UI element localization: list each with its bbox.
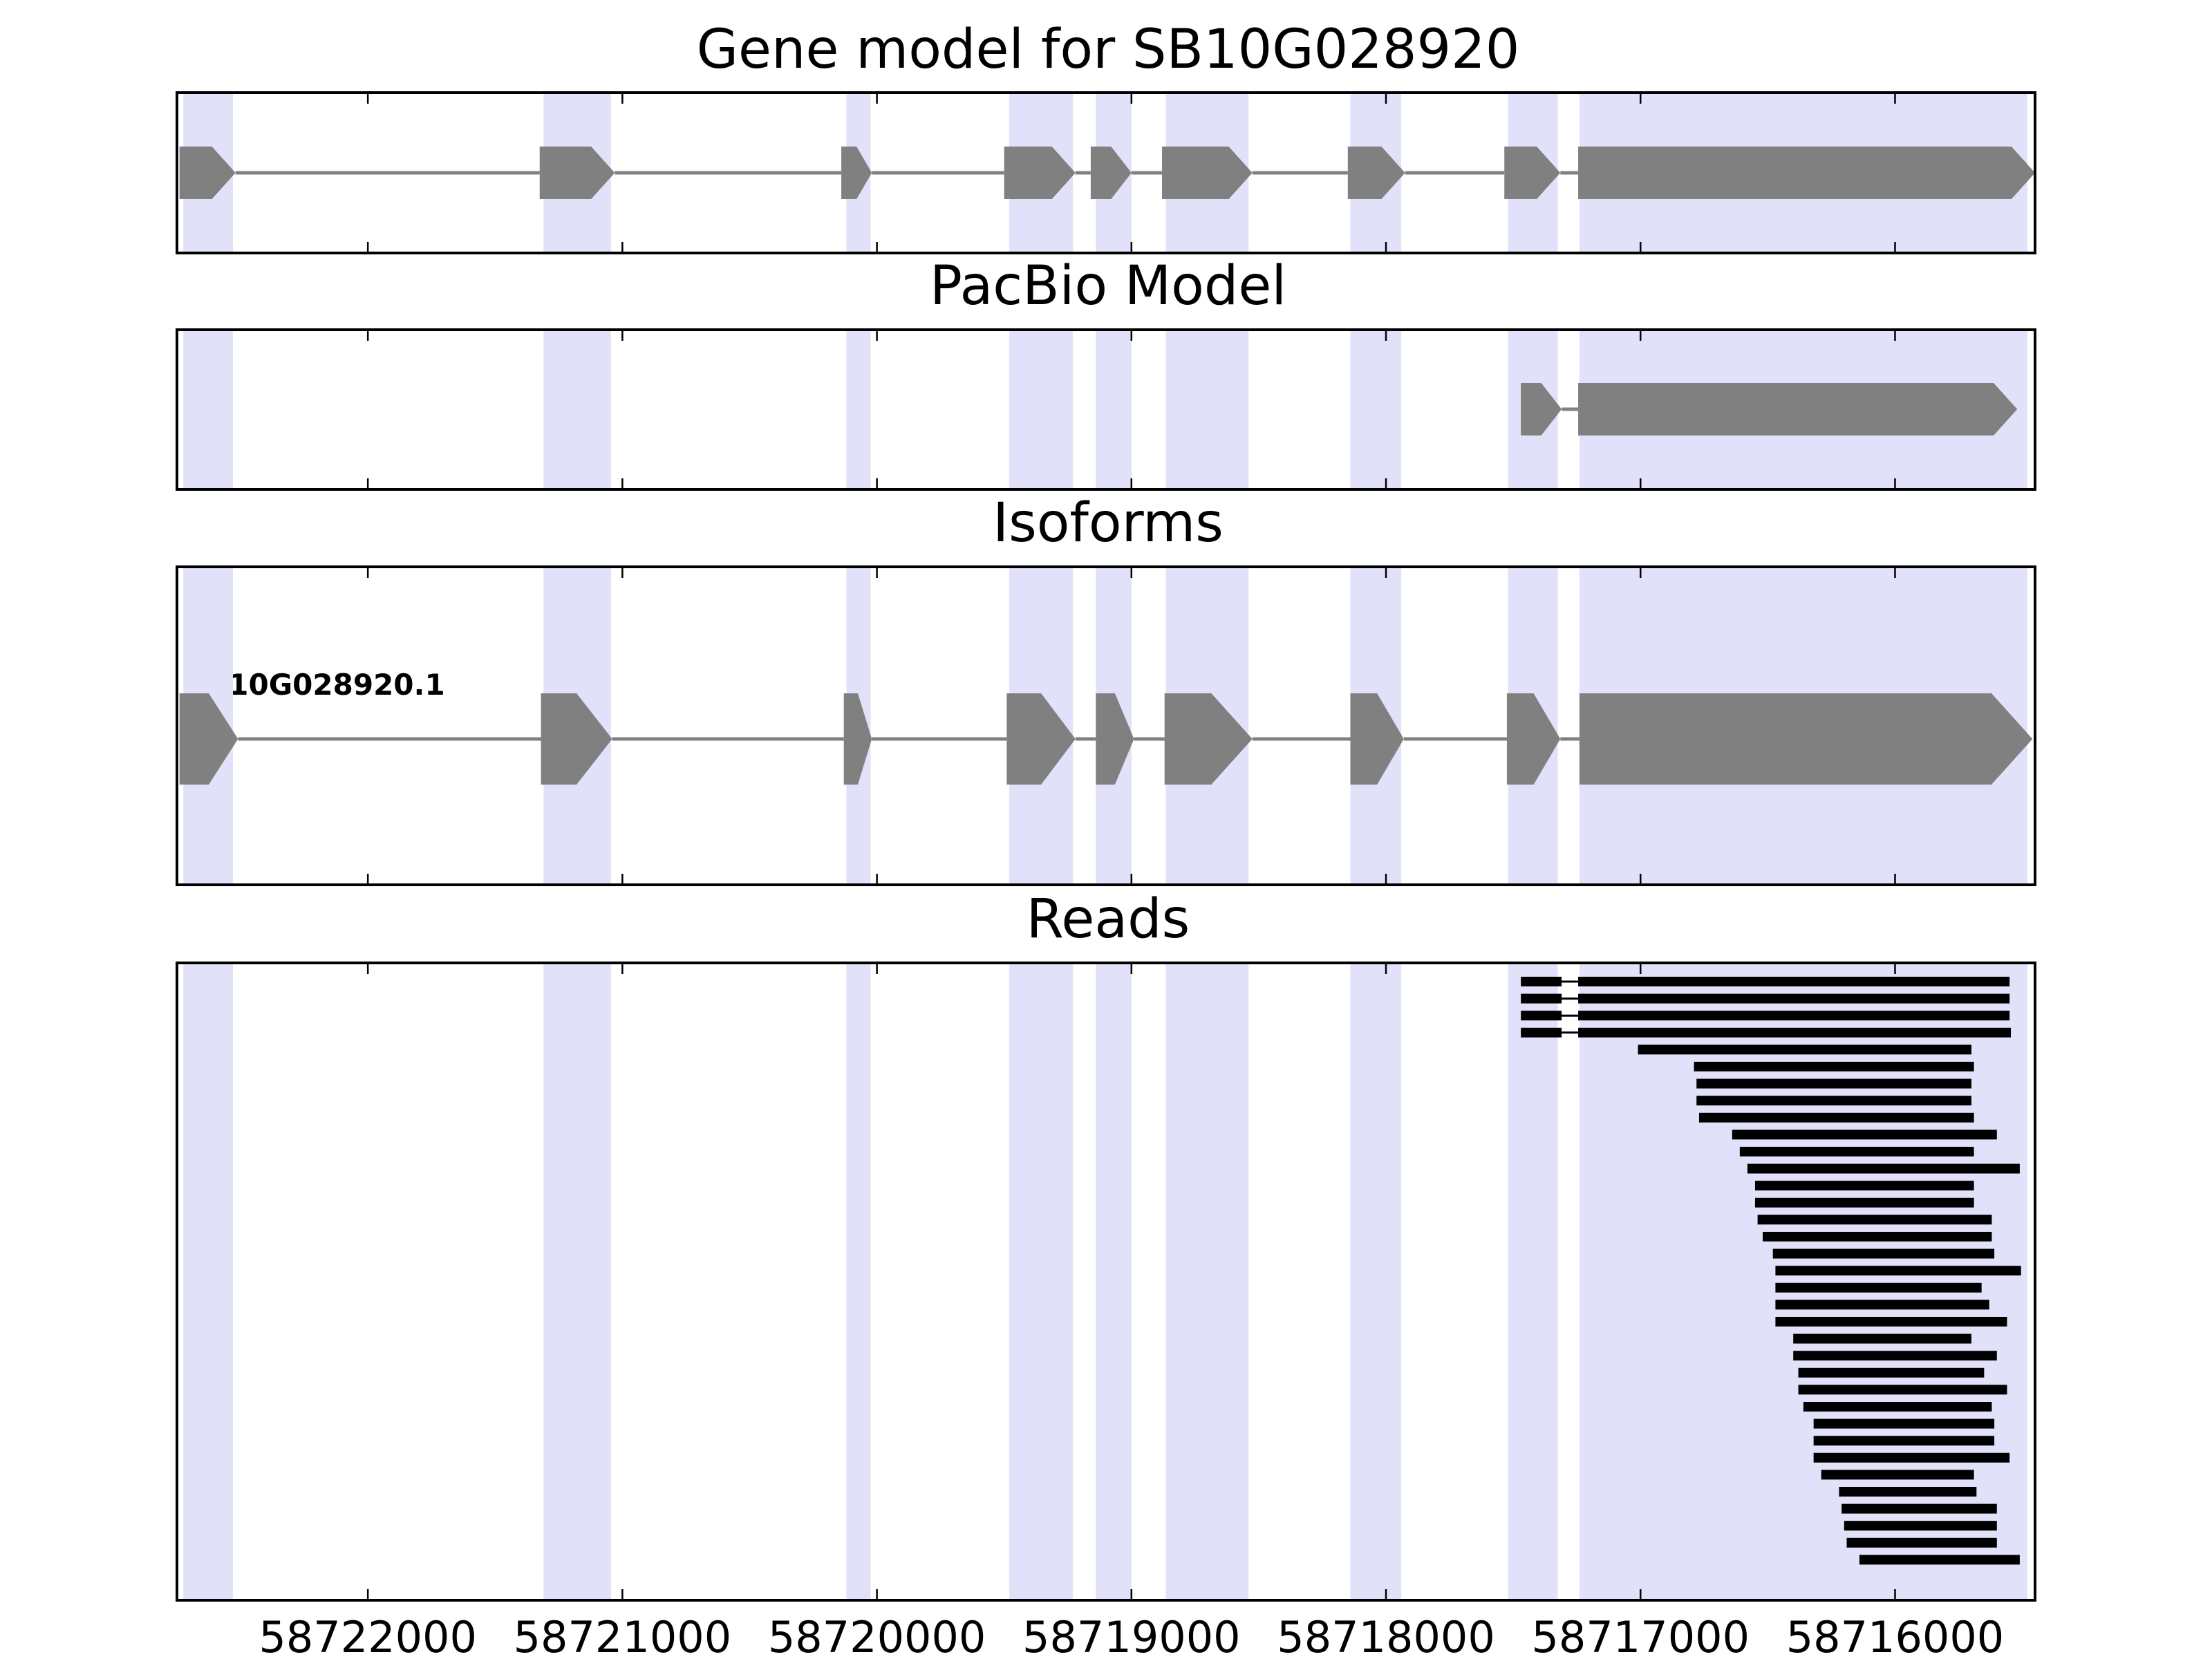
exon-feature: [179, 147, 236, 199]
panel-frame: [176, 328, 2036, 491]
exon-highlight: [183, 330, 234, 489]
exon-highlight: [183, 963, 234, 1600]
read-bar: [1638, 1044, 1971, 1055]
panel-frame: [176, 962, 2036, 1602]
exon-feature: [1578, 383, 2018, 435]
exon-feature: [179, 693, 238, 785]
read-bar: [1578, 977, 2010, 986]
read-bar: [1754, 1197, 1974, 1208]
exon-feature: [1164, 693, 1253, 785]
read-bar: [1757, 1215, 1992, 1225]
read-bar: [1521, 1027, 1562, 1038]
read-bar: [1775, 1266, 2021, 1276]
read-bar: [1578, 993, 2010, 1004]
read-bar: [1859, 1555, 2020, 1565]
chart-title: Gene model for SB10G028920: [697, 19, 1520, 81]
read-bar: [1793, 1351, 1997, 1361]
exon-highlight: [1096, 330, 1132, 489]
exon-feature: [1521, 383, 1562, 435]
panel-title-pacbio-model: PacBio Model: [930, 255, 1286, 317]
exon-feature: [841, 147, 872, 199]
exon-feature: [1004, 147, 1076, 199]
x-tick-label: 58716000: [1786, 1612, 2005, 1659]
exon-highlight: [1508, 963, 1558, 1600]
exon-feature: [1096, 693, 1134, 785]
exon-feature: [539, 147, 615, 199]
read-bar: [1813, 1452, 2010, 1463]
exon-feature: [541, 693, 612, 785]
read-bar: [1696, 1078, 1971, 1089]
read-bar: [1521, 993, 1562, 1004]
read-bar: [1747, 1163, 2020, 1174]
exon-feature: [843, 693, 872, 785]
read-bar: [1732, 1130, 1997, 1140]
exon-highlight: [846, 330, 871, 489]
read-bar: [1739, 1147, 1974, 1156]
exon-highlight: [1350, 963, 1402, 1600]
read-bar: [1694, 1062, 1974, 1071]
read-bar: [1775, 1317, 2007, 1327]
read-bar: [1754, 1181, 1974, 1191]
read-bar: [1698, 1112, 1974, 1123]
read-bar: [1775, 1300, 1989, 1310]
read-bar: [1798, 1367, 1985, 1378]
read-bar: [1839, 1487, 1977, 1497]
read-bar: [1798, 1385, 2007, 1395]
x-tick-label: 58721000: [514, 1612, 732, 1659]
plot-layer: 58722000 58721000 58720000 58719000 58718000…: [176, 91, 2036, 1659]
read-bar: [1821, 1470, 1974, 1480]
exon-highlight: [1165, 963, 1249, 1600]
x-tick-label: 58722000: [259, 1612, 477, 1659]
x-tick-label: 58718000: [1277, 1612, 1495, 1659]
exon-feature: [1506, 693, 1561, 785]
x-tick-label: 58720000: [768, 1612, 986, 1659]
exon-highlight: [1009, 963, 1074, 1600]
panel-title-reads: Reads: [1027, 888, 1190, 950]
read-bar: [1813, 1436, 1995, 1446]
read-bar: [1793, 1333, 1971, 1344]
read-bar: [1521, 977, 1562, 986]
exon-highlight: [846, 963, 871, 1600]
exon-highlight: [543, 963, 611, 1600]
read-bar: [1763, 1232, 1992, 1241]
read-bar: [1578, 1027, 2012, 1038]
exon-feature: [1350, 693, 1404, 785]
panel-title-isoforms: Isoforms: [993, 492, 1224, 554]
exon-highlight: [1165, 330, 1249, 489]
exon-feature: [1162, 147, 1253, 199]
read-bar: [1841, 1503, 1997, 1514]
read-bar: [1521, 1011, 1562, 1021]
read-bar: [1775, 1282, 1982, 1293]
x-tick-label: 58719000: [1022, 1612, 1241, 1659]
read-bar: [1844, 1521, 1997, 1531]
read-bar: [1772, 1248, 1995, 1259]
read-bar: [1803, 1402, 1992, 1412]
panel-frame: [176, 565, 2036, 886]
read-bar: [1578, 1011, 2010, 1021]
exon-highlight: [1096, 963, 1132, 1600]
exon-feature: [1347, 147, 1405, 199]
exon-highlight: [1009, 330, 1074, 489]
exon-highlight: [1350, 330, 1402, 489]
read-bar: [1846, 1537, 1997, 1548]
x-tick-label: 58717000: [1531, 1612, 1750, 1659]
exon-feature: [1504, 147, 1561, 199]
exon-highlight: [543, 330, 611, 489]
exon-feature: [1578, 147, 2035, 199]
read-bar: [1813, 1418, 1995, 1429]
exon-feature: [1579, 693, 2033, 785]
exon-feature: [1090, 147, 1132, 199]
read-bar: [1696, 1096, 1971, 1106]
exon-feature: [1006, 693, 1076, 785]
panel-frame: [176, 91, 2036, 254]
